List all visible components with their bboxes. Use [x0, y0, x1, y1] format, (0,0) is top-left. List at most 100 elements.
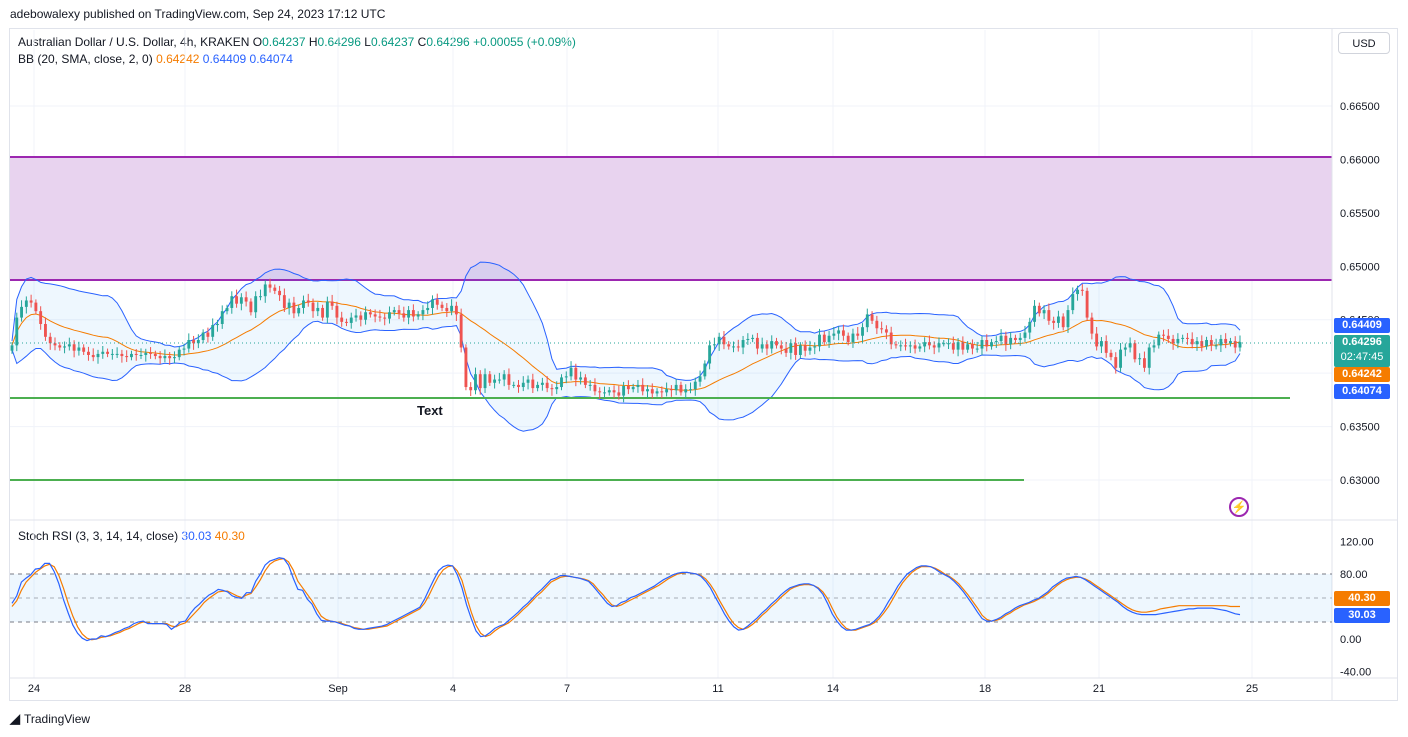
candle-body [101, 351, 105, 354]
candle-body [397, 310, 401, 314]
time-tick-label: 7 [564, 683, 570, 695]
candle-body [1233, 341, 1237, 348]
rsi-tick-label: 0.00 [1340, 634, 1361, 646]
candle-body [574, 367, 578, 380]
candle-body [708, 345, 712, 364]
candle-body [282, 295, 286, 308]
candle-body [536, 384, 540, 389]
price-axis[interactable]: 0.665000.660000.655000.650000.645000.635… [1340, 101, 1380, 487]
symbol-legend[interactable]: Australian Dollar / U.S. Dollar, 4h, KRA… [18, 35, 576, 49]
candle-body [144, 352, 148, 355]
currency-button[interactable]: USD [1338, 32, 1390, 54]
candle-body [722, 336, 726, 345]
bb-lower-tag: 0.64074 [1334, 384, 1390, 399]
candle-body [545, 382, 549, 389]
candle-body [440, 304, 444, 308]
candle-body [82, 347, 86, 352]
rsi-tick-label: -40.00 [1340, 667, 1371, 679]
candle-body [846, 335, 850, 343]
candle-body [134, 353, 138, 355]
candle-body [416, 314, 420, 317]
rsi-axis[interactable]: 120.00 80.00 0.00 -40.00 [1340, 537, 1374, 679]
bar-countdown: 02:47:45 [1340, 351, 1384, 363]
price-tick-label: 0.63500 [1340, 422, 1380, 434]
lightning-icon[interactable]: ⚡ [1229, 497, 1249, 517]
candle-body [1133, 343, 1137, 360]
candle-body [297, 307, 301, 314]
candle-body [368, 312, 372, 315]
bb-legend[interactable]: BB (20, SMA, close, 2, 0) 0.64242 0.6440… [18, 52, 293, 66]
bb-upper-value: 0.64409 [202, 52, 247, 66]
candle-body [402, 313, 406, 318]
candle-body [383, 317, 387, 319]
candle-body [24, 300, 28, 307]
bb-basis-line [11, 300, 1241, 391]
rsi-d-tag: 40.30 [1334, 591, 1390, 606]
candle-body [918, 346, 922, 349]
tradingview-logo[interactable]: ◢ TradingView [10, 711, 90, 727]
candle-body [1095, 333, 1099, 347]
last-price-tag: 0.64296 02:47:45 [1334, 335, 1390, 367]
candle-body [359, 315, 363, 320]
candle-body [622, 385, 626, 396]
candle-body [378, 316, 382, 318]
time-tick-label: 11 [712, 683, 723, 695]
candle-body [655, 391, 659, 394]
candle-body [1004, 335, 1008, 345]
candle-body [770, 341, 774, 349]
candle-body [712, 344, 716, 346]
candle-body [421, 310, 425, 315]
candle-body [254, 296, 258, 313]
candle-body [789, 343, 793, 353]
candle-body [550, 388, 554, 390]
candle-body [1009, 337, 1013, 345]
bb-fill [12, 262, 1240, 432]
candle-body [139, 354, 143, 356]
candle-body [249, 301, 253, 313]
candle-body [1181, 337, 1185, 339]
candle-body [904, 345, 907, 347]
tv-logo-icon: ◢ [10, 711, 20, 726]
candle-body [1224, 338, 1228, 344]
candle-body [1066, 310, 1070, 328]
candle-body [163, 356, 167, 359]
candle-body [72, 344, 76, 351]
candle-body [698, 376, 702, 382]
candle-body [1023, 332, 1027, 338]
candle-body [1200, 341, 1204, 347]
candle-body [827, 335, 831, 343]
candle-body [435, 299, 439, 305]
candle-body [211, 325, 215, 337]
candle-body [966, 344, 970, 350]
candle-body [192, 340, 196, 344]
candle-body [1028, 321, 1032, 333]
candle-body [392, 310, 396, 313]
candle-body [679, 384, 683, 393]
candle-body [861, 327, 864, 336]
text-annotation[interactable]: Text [417, 403, 443, 418]
time-tick-label: 24 [28, 683, 40, 695]
candle-body [67, 344, 71, 347]
candle-body [502, 374, 506, 380]
candle-body [822, 334, 826, 343]
bb-upper-tag: 0.64409 [1334, 318, 1390, 333]
candle-body [603, 392, 606, 394]
rsi-tick-label: 80.00 [1340, 569, 1368, 581]
candle-body [1123, 347, 1127, 350]
candle-body [746, 338, 750, 341]
publisher-line: adebowalexy published on TradingView.com… [10, 7, 386, 21]
candle-body [832, 333, 836, 336]
candle-body [564, 376, 568, 378]
candle-body [426, 307, 430, 311]
time-tick-label: 18 [979, 683, 991, 695]
candle-body [693, 381, 697, 390]
time-axis[interactable]: 24 28 Sep 4 7 11 14 18 21 25 [28, 683, 1258, 695]
candle-body [980, 340, 984, 349]
rsi-legend[interactable]: Stoch RSI (3, 3, 14, 14, close) 30.03 40… [18, 529, 245, 543]
candle-body [736, 346, 740, 348]
candle-body [961, 342, 965, 350]
candle-body [1128, 343, 1132, 348]
candle-body [1013, 337, 1017, 341]
candle-body [1157, 334, 1161, 346]
